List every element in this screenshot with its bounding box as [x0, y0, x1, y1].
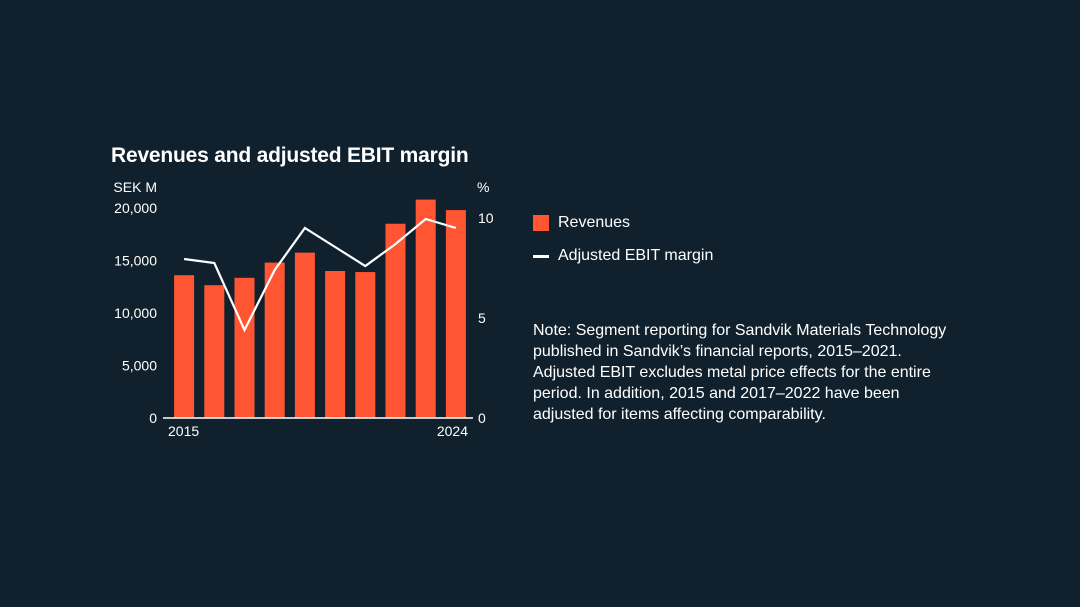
footnote: Note: Segment reporting for Sandvik Mate… — [533, 322, 947, 423]
x-tick-label: 2015 — [168, 423, 199, 439]
bar-2022 — [385, 223, 406, 418]
left-axis-label: SEK M — [113, 179, 157, 195]
chart-title: Revenues and adjusted EBIT margin — [111, 144, 469, 167]
bar-2021 — [355, 272, 376, 418]
ebit-margin-line — [183, 217, 457, 333]
left-tick-label: 5,000 — [122, 358, 157, 374]
legend-item-ebit-margin: Adjusted EBIT margin — [533, 247, 713, 265]
legend-swatch-bar — [533, 215, 549, 231]
x-tick-label: 2024 — [437, 423, 468, 439]
bar-2019 — [294, 252, 315, 418]
right-tick-label: 0 — [478, 410, 486, 426]
bar-2020 — [325, 271, 346, 418]
left-tick-label: 20,000 — [114, 200, 157, 216]
right-tick-label: 5 — [478, 310, 486, 326]
bar-2024 — [445, 210, 466, 418]
legend-label: Revenues — [558, 214, 631, 231]
left-tick-label: 0 — [149, 410, 157, 426]
left-tick-label: 10,000 — [114, 305, 157, 321]
legend-item-revenues: Revenues — [533, 214, 630, 232]
right-axis-label: % — [477, 179, 489, 195]
bar-2016 — [204, 285, 225, 418]
left-tick-label: 15,000 — [114, 253, 157, 269]
bar-2015 — [174, 275, 195, 418]
bar-2018 — [264, 262, 285, 418]
bar-2017 — [234, 277, 255, 418]
bar-2023 — [415, 199, 436, 418]
right-tick-label: 10 — [478, 210, 494, 226]
legend-swatch-line — [533, 254, 549, 258]
legend-label: Adjusted EBIT margin — [558, 247, 714, 264]
